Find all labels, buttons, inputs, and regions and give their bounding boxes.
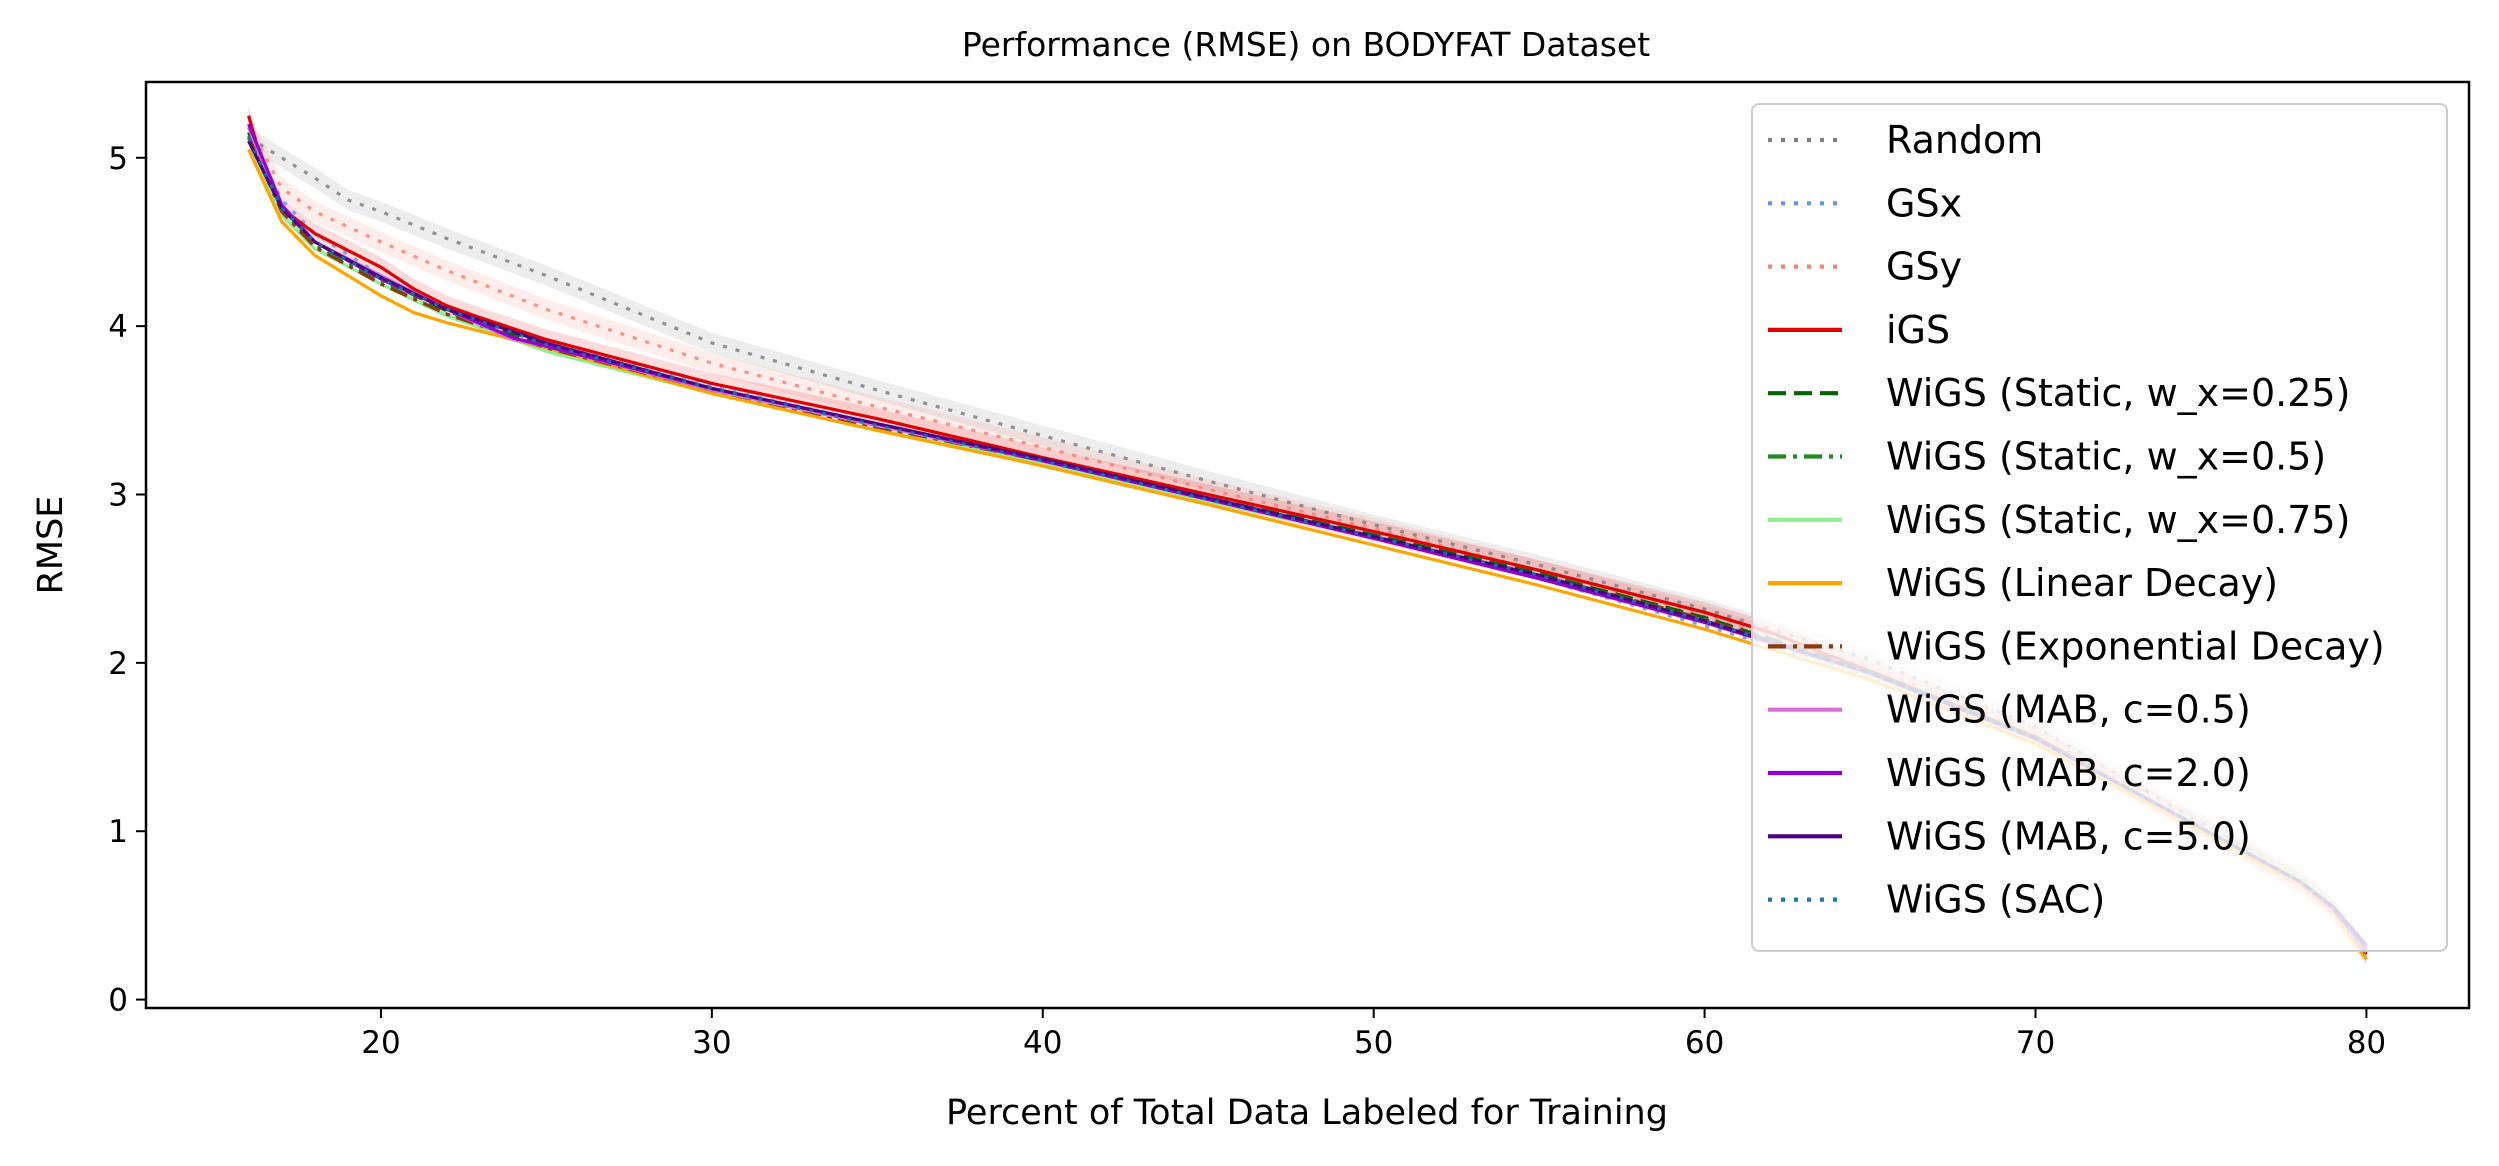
y-axis: 0 1 2 3 4 5	[108, 141, 146, 1019]
legend-entry: WiGS (Static, w_x=0.25)	[1886, 371, 2350, 415]
y-tick-label: 3	[108, 477, 128, 513]
legend-entry: WiGS (Static, w_x=0.5)	[1886, 435, 2326, 479]
x-tick-label: 30	[692, 1025, 731, 1061]
legend-entry: WiGS (MAB, c=5.0)	[1886, 814, 2251, 858]
x-tick-label: 80	[2347, 1025, 2386, 1061]
legend-box	[1751, 103, 2448, 952]
legend-entry: WiGS (Static, w_x=0.75)	[1886, 498, 2350, 542]
y-tick-label: 4	[108, 309, 128, 345]
legend-entry: GSx	[1886, 181, 1962, 225]
legend-entry: WiGS (SAC)	[1886, 878, 2105, 922]
x-tick-label: 60	[1685, 1025, 1724, 1061]
legend-entry: iGS	[1886, 308, 1950, 352]
legend-entry: GSy	[1886, 245, 1962, 289]
y-tick-label: 1	[108, 814, 128, 850]
chart-title: Performance (RMSE) on BODYFAT Dataset	[962, 25, 1650, 64]
y-axis-label: RMSE	[31, 496, 71, 595]
series-gsy	[247, 123, 2368, 951]
legend-entry: WiGS (MAB, c=0.5)	[1886, 688, 2251, 732]
plot-frame	[144, 80, 2471, 1010]
series-random	[247, 136, 2368, 954]
legend-entry: WiGS (MAB, c=2.0)	[1886, 751, 2251, 795]
x-axis: 20 30 40 50 60 70 80	[361, 1008, 2386, 1061]
legend-entry: WiGS (Exponential Decay)	[1886, 624, 2385, 668]
legend-entry: WiGS (Linear Decay)	[1886, 561, 2278, 605]
x-tick-label: 20	[361, 1025, 400, 1061]
x-tick-label: 70	[2016, 1025, 2055, 1061]
y-tick-label: 0	[108, 983, 128, 1019]
x-tick-label: 40	[1023, 1025, 1062, 1061]
x-tick-label: 50	[1354, 1025, 1393, 1061]
y-tick-label: 5	[108, 141, 128, 177]
legend: Random GSx GSy iGS WiGS (Static, w_x=0.25) Wi…	[1751, 103, 2448, 952]
legend-entry: Random	[1886, 118, 2043, 162]
y-tick-label: 2	[108, 646, 128, 682]
x-axis-label: Percent of Total Data Labeled for Traini…	[946, 1093, 1668, 1133]
